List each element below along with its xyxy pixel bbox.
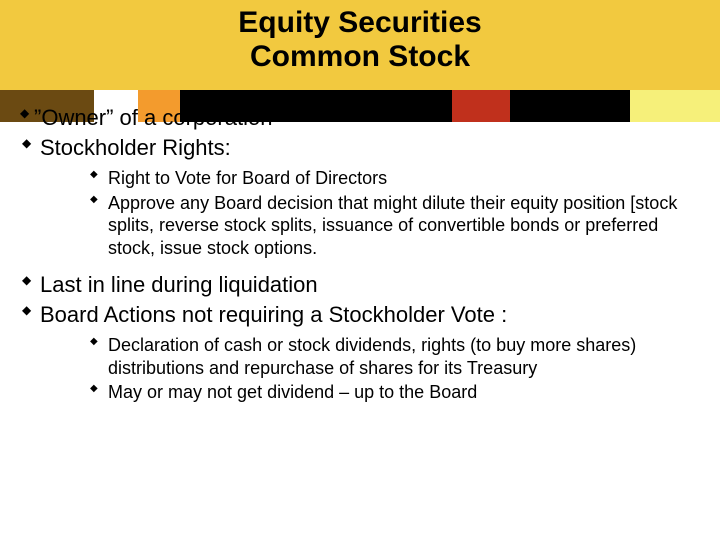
sub-right-approve: Approve any Board decision that might di… [88, 192, 702, 260]
sub-list-board: Declaration of cash or stock dividends, … [88, 334, 702, 404]
slide-body: ”Owner” of a corporation Stockholder Rig… [0, 90, 720, 404]
bullet-stockholder-rights-text: Stockholder Rights: [40, 135, 231, 160]
bullet-owner: ”Owner” of a corporation [18, 104, 702, 132]
bullet-liquidation-text: Last in line during liquidation [40, 272, 318, 297]
title-banner: Equity Securities Common Stock [0, 0, 720, 90]
bullet-board-actions: Board Actions not requiring a Stockholde… [18, 301, 702, 404]
bullet-liquidation: Last in line during liquidation [18, 271, 702, 299]
slide-title-line-1: Equity Securities [0, 0, 720, 40]
bullet-board-actions-text: Board Actions not requiring a Stockholde… [40, 302, 507, 327]
bullet-stockholder-rights: Stockholder Rights: Right to Vote for Bo… [18, 134, 702, 260]
slide-title-line-2: Common Stock [0, 40, 720, 74]
main-bullet-list: ”Owner” of a corporation Stockholder Rig… [18, 104, 702, 404]
sub-board-dividend: May or may not get dividend – up to the … [88, 381, 702, 404]
sub-right-vote: Right to Vote for Board of Directors [88, 167, 702, 190]
sub-board-declaration: Declaration of cash or stock dividends, … [88, 334, 702, 379]
bullet-owner-text: ”Owner” of a corporation [34, 105, 272, 130]
sub-list-rights: Right to Vote for Board of Directors App… [88, 167, 702, 259]
